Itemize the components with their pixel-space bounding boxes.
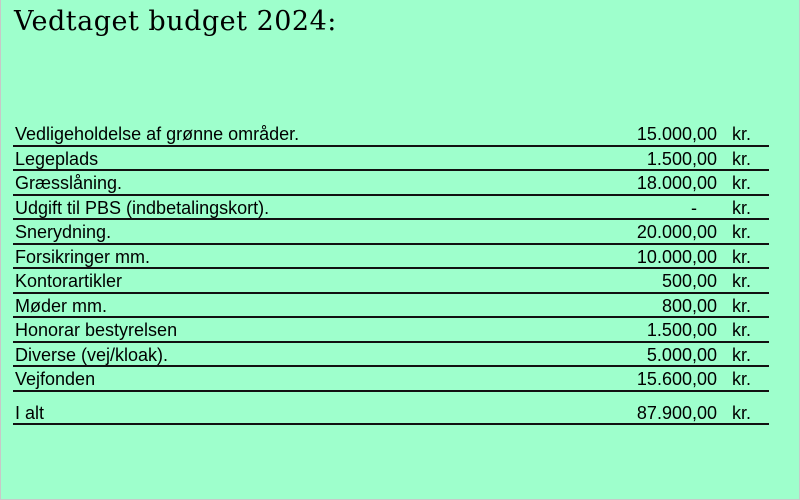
row-unit: kr.	[732, 197, 752, 218]
row-unit: kr.	[732, 344, 752, 365]
row-unit: kr.	[732, 222, 752, 242]
table-row: Vedligeholdelse af grønne områder. 15.00…	[13, 122, 769, 147]
row-label: Udgift til PBS (indbetalingskort).	[15, 197, 270, 218]
page-title: Vedtaget budget 2024:	[14, 6, 337, 37]
row-amount: 15.600,00	[636, 369, 717, 389]
total-row: I alt 87.900,00 kr.	[13, 392, 769, 425]
row-amount: -	[691, 197, 697, 218]
total-label: I alt	[15, 402, 45, 423]
row-unit: kr.	[732, 124, 752, 144]
total-amount: 87.900,00	[636, 402, 717, 423]
table-row: Udgift til PBS (indbetalingskort). - kr.	[13, 196, 769, 220]
row-label: Kontorartikler	[15, 271, 123, 291]
row-amount: 500,00	[661, 271, 717, 291]
row-label: Vejfonden	[15, 369, 96, 389]
row-amount: 800,00	[661, 295, 717, 316]
row-unit: kr.	[732, 148, 752, 169]
row-amount: 5.000,00	[646, 344, 717, 365]
table-row: Møder mm. 800,00 kr.	[13, 294, 769, 318]
table-row: Græsslåning. 18.000,00 kr.	[13, 171, 769, 196]
row-unit: kr.	[732, 173, 752, 193]
table-row: Vejfonden 15.600,00 kr.	[13, 367, 769, 392]
row-unit: kr.	[732, 246, 752, 267]
row-label: Græsslåning.	[15, 173, 123, 193]
row-amount: 18.000,00	[636, 173, 717, 193]
row-amount: 20.000,00	[636, 222, 717, 242]
row-amount: 1.500,00	[646, 320, 717, 340]
total-unit: kr.	[732, 402, 752, 423]
row-amount: 15.000,00	[636, 124, 717, 144]
row-label: Diverse (vej/kloak).	[15, 344, 169, 365]
table-row: Snerydning. 20.000,00 kr.	[13, 220, 769, 245]
row-label: Legeplads	[15, 148, 99, 169]
table-row: Kontorartikler 500,00 kr.	[13, 269, 769, 294]
row-unit: kr.	[732, 271, 752, 291]
row-unit: kr.	[732, 320, 752, 340]
row-label: Snerydning.	[15, 222, 112, 242]
budget-table: Vedligeholdelse af grønne områder. 15.00…	[13, 122, 769, 425]
table-row: Forsikringer mm. 10.000,00 kr.	[13, 245, 769, 269]
row-label: Vedligeholdelse af grønne områder.	[15, 124, 300, 144]
row-label: Forsikringer mm.	[15, 246, 151, 267]
row-label: Honorar bestyrelsen	[15, 320, 178, 340]
table-row: Diverse (vej/kloak). 5.000,00 kr.	[13, 343, 769, 367]
row-amount: 1.500,00	[646, 148, 717, 169]
row-amount: 10.000,00	[636, 246, 717, 267]
table-row: Honorar bestyrelsen 1.500,00 kr.	[13, 318, 769, 343]
row-unit: kr.	[732, 295, 752, 316]
table-row: Legeplads 1.500,00 kr.	[13, 147, 769, 171]
row-unit: kr.	[732, 369, 752, 389]
row-label: Møder mm.	[15, 295, 107, 316]
